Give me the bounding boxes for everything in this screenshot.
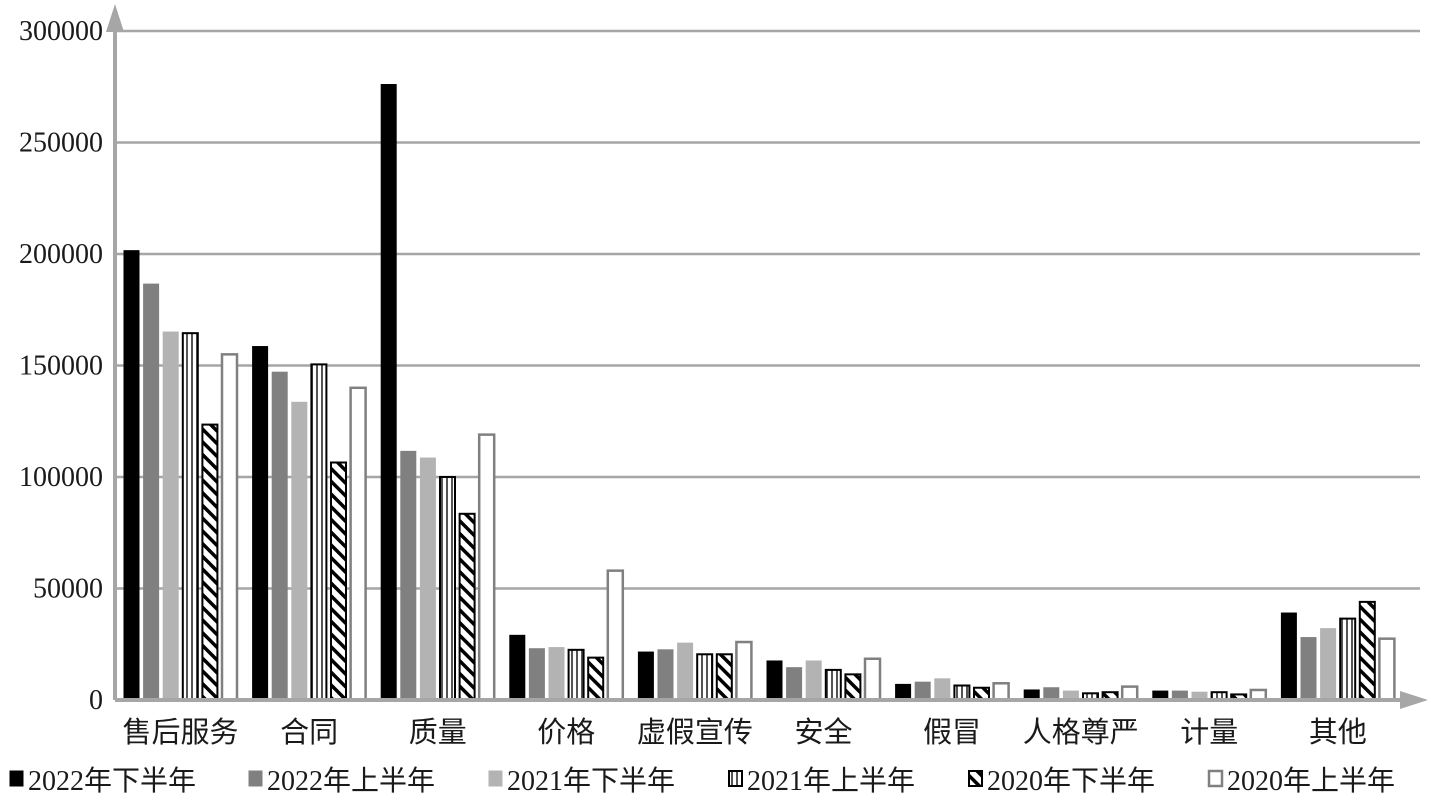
y-axis-ticks: 0 50000 100000 150000 200000 250000 300000 [19, 16, 103, 716]
y-axis-arrow [106, 4, 124, 32]
bars [123, 84, 1396, 702]
category-label: 其他 [1309, 715, 1367, 749]
bar-4-5 [844, 673, 862, 701]
bar-0-6 [895, 683, 912, 701]
bar-3-0 [181, 332, 199, 701]
legend-label: 2021年上半年 [747, 765, 915, 797]
bar-3-6 [953, 684, 971, 702]
legend-swatch [9, 770, 24, 787]
category-label: 质量 [409, 715, 467, 749]
bar-3-1 [310, 363, 328, 701]
category-label: 假冒 [923, 715, 981, 749]
bar-4-2 [458, 512, 476, 701]
bar-5-9 [1378, 637, 1396, 702]
y-tick-label: 50000 [33, 574, 103, 605]
legend-swatch [1207, 769, 1224, 788]
category-label: 售后服务 [122, 715, 238, 749]
legend-swatch [968, 770, 983, 787]
category-label: 安全 [794, 715, 852, 749]
bar-0-0 [123, 250, 140, 701]
bar-3-9 [1339, 617, 1357, 701]
legend-label: 2022年下半年 [28, 765, 196, 797]
category-label: 计量 [1180, 715, 1238, 749]
bar-0-3 [509, 634, 526, 701]
category-label: 合同 [280, 715, 338, 749]
x-axis-arrow [1400, 691, 1428, 709]
bar-5-5 [863, 657, 882, 702]
bar-1-0 [143, 283, 160, 701]
bar-3-4 [696, 653, 714, 701]
axes [106, 4, 1428, 709]
bar-3-3 [567, 648, 585, 702]
bar-5-2 [477, 433, 496, 702]
bar-2-6 [934, 678, 951, 701]
legend-label: 2020年下半年 [987, 765, 1155, 797]
y-tick-label: 250000 [19, 128, 103, 159]
bar-1-3 [528, 648, 545, 701]
y-tick-label: 300000 [19, 16, 103, 47]
legend-swatch [728, 770, 743, 787]
category-label: 人格尊严 [1023, 715, 1139, 749]
y-tick-label: 100000 [19, 462, 103, 493]
bar-0-5 [766, 660, 783, 701]
bar-1-6 [914, 681, 931, 701]
bar-2-3 [548, 647, 565, 701]
category-label: 虚假宣传 [637, 715, 753, 749]
legend-label: 2021年下半年 [507, 765, 675, 797]
bar-5-0 [220, 353, 239, 702]
bar-2-2 [419, 457, 436, 701]
y-tick-label: 0 [89, 685, 103, 716]
legend-label: 2022年上半年 [267, 765, 435, 797]
bar-5-7 [1120, 685, 1139, 702]
bar-2-0 [162, 331, 179, 701]
legend: 2022年下半年 2022年上半年 2021年下半年 2021年上半年 2020年下半年… [9, 765, 1395, 797]
bar-5-1 [349, 386, 367, 702]
bar-2-4 [677, 642, 694, 701]
y-tick-label: 150000 [19, 351, 103, 382]
bar-4-9 [1358, 600, 1376, 702]
category-label: 价格 [537, 715, 595, 749]
legend-swatch [488, 770, 503, 787]
bar-1-9 [1300, 637, 1317, 701]
bar-4-3 [587, 656, 605, 702]
legend-swatch [248, 770, 263, 787]
bar-2-5 [805, 660, 822, 701]
bar-1-1 [271, 371, 288, 701]
bar-4-4 [715, 653, 733, 701]
y-tick-label: 200000 [19, 239, 103, 270]
bar-4-0 [201, 423, 219, 701]
bar-5-3 [606, 569, 625, 702]
category-labels: 售后服务 合同 质量 价格 虚假宣传 安全 假冒 人格尊严 计量 其他 [122, 715, 1366, 749]
bar-3-5 [824, 668, 842, 702]
bar-2-1 [291, 401, 308, 701]
legend-label: 2020年上半年 [1227, 765, 1395, 797]
bar-0-9 [1280, 612, 1297, 701]
bar-2-9 [1320, 628, 1337, 701]
bar-3-2 [439, 476, 456, 701]
bar-1-4 [657, 649, 674, 701]
bar-1-5 [786, 667, 803, 701]
bar-5-4 [735, 640, 753, 702]
bar-0-1 [252, 346, 269, 701]
bar-4-1 [330, 461, 347, 701]
bar-5-6 [992, 682, 1010, 702]
bar-0-4 [637, 651, 654, 701]
bar-0-2 [380, 84, 397, 701]
bar-1-2 [400, 450, 417, 701]
